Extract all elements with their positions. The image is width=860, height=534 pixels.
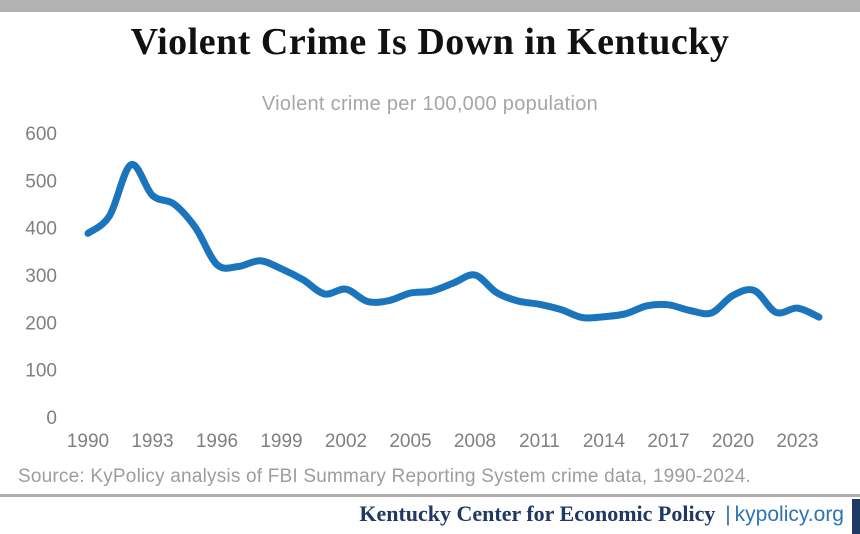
y-axis-tick-label: 600 — [25, 124, 57, 145]
x-axis-tick-label: 2011 — [519, 431, 560, 452]
x-axis-tick-label: 2020 — [712, 431, 754, 452]
footer-separator: | — [725, 503, 731, 526]
x-axis-tick-label: 1999 — [260, 431, 302, 452]
corner-accent-stripe — [852, 499, 860, 534]
x-axis-tick-label: 1996 — [196, 431, 238, 452]
source-note: Source: KyPolicy analysis of FBI Summary… — [18, 466, 752, 487]
y-axis-tick-label: 500 — [25, 171, 57, 192]
footer-brand: Kentucky Center for Economic Policy — [359, 501, 716, 526]
x-axis-tick-label: 2023 — [776, 431, 818, 452]
top-border-bar — [0, 0, 860, 12]
x-axis-tick-label: 2005 — [389, 431, 431, 452]
crime-trend-line — [84, 161, 823, 322]
x-axis-tick-label: 2017 — [647, 431, 689, 452]
x-axis-tick-label: 2014 — [583, 431, 626, 452]
x-axis-tick-label: 2002 — [325, 431, 367, 452]
x-axis-tick-label: 2008 — [454, 431, 496, 452]
chart-subtitle: Violent crime per 100,000 population — [261, 93, 599, 115]
page-title: Violent Crime Is Down in Kentucky — [130, 21, 730, 63]
y-axis-tick-label: 100 — [25, 361, 57, 382]
footer-site-link[interactable]: kypolicy.org — [734, 503, 844, 526]
y-axis-tick-label: 300 — [25, 266, 57, 287]
y-axis-tick-label: 400 — [25, 219, 57, 240]
y-axis-tick-label: 0 — [46, 408, 57, 429]
divider-rule — [0, 494, 860, 497]
x-axis-tick-label: 1990 — [67, 431, 109, 452]
x-axis-tick-label: 1993 — [131, 431, 173, 452]
footer: Kentucky Center for Economic Policy | kyp… — [359, 501, 844, 527]
y-axis-tick-label: 200 — [25, 313, 57, 334]
